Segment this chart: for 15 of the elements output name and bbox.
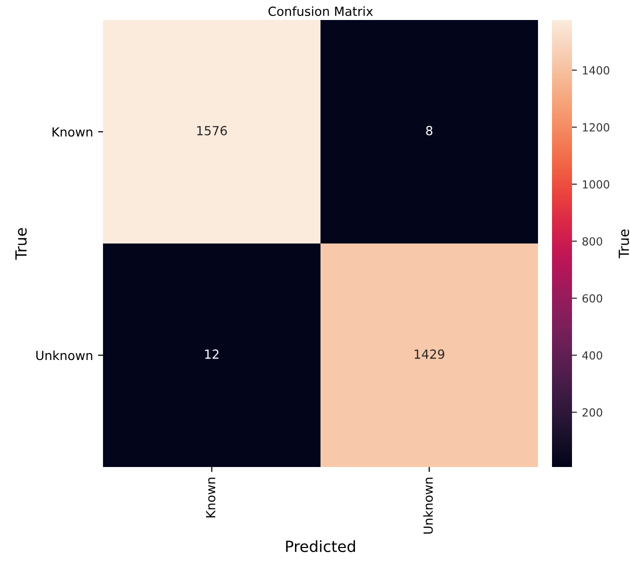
data-label: 1429	[414, 349, 444, 359]
data-label: 8	[426, 126, 432, 136]
color-bar-label: 1200	[582, 123, 610, 132]
color-bar-label: 800	[582, 237, 602, 246]
x-axis-title: Predicted	[286, 540, 355, 552]
color-bar-title: True	[618, 229, 630, 258]
color-bar-label: 1000	[582, 180, 610, 189]
chart-title: Confusion Matrix	[268, 6, 373, 16]
data-label: 1576	[197, 126, 227, 136]
y-axis-title: True	[15, 228, 27, 260]
color-bar-label: 200	[582, 408, 602, 417]
color-bar-label: 400	[582, 351, 602, 360]
data-label: 12	[205, 349, 218, 359]
color-bar-label: 1400	[582, 66, 610, 75]
color-bar-label: 600	[582, 294, 602, 303]
